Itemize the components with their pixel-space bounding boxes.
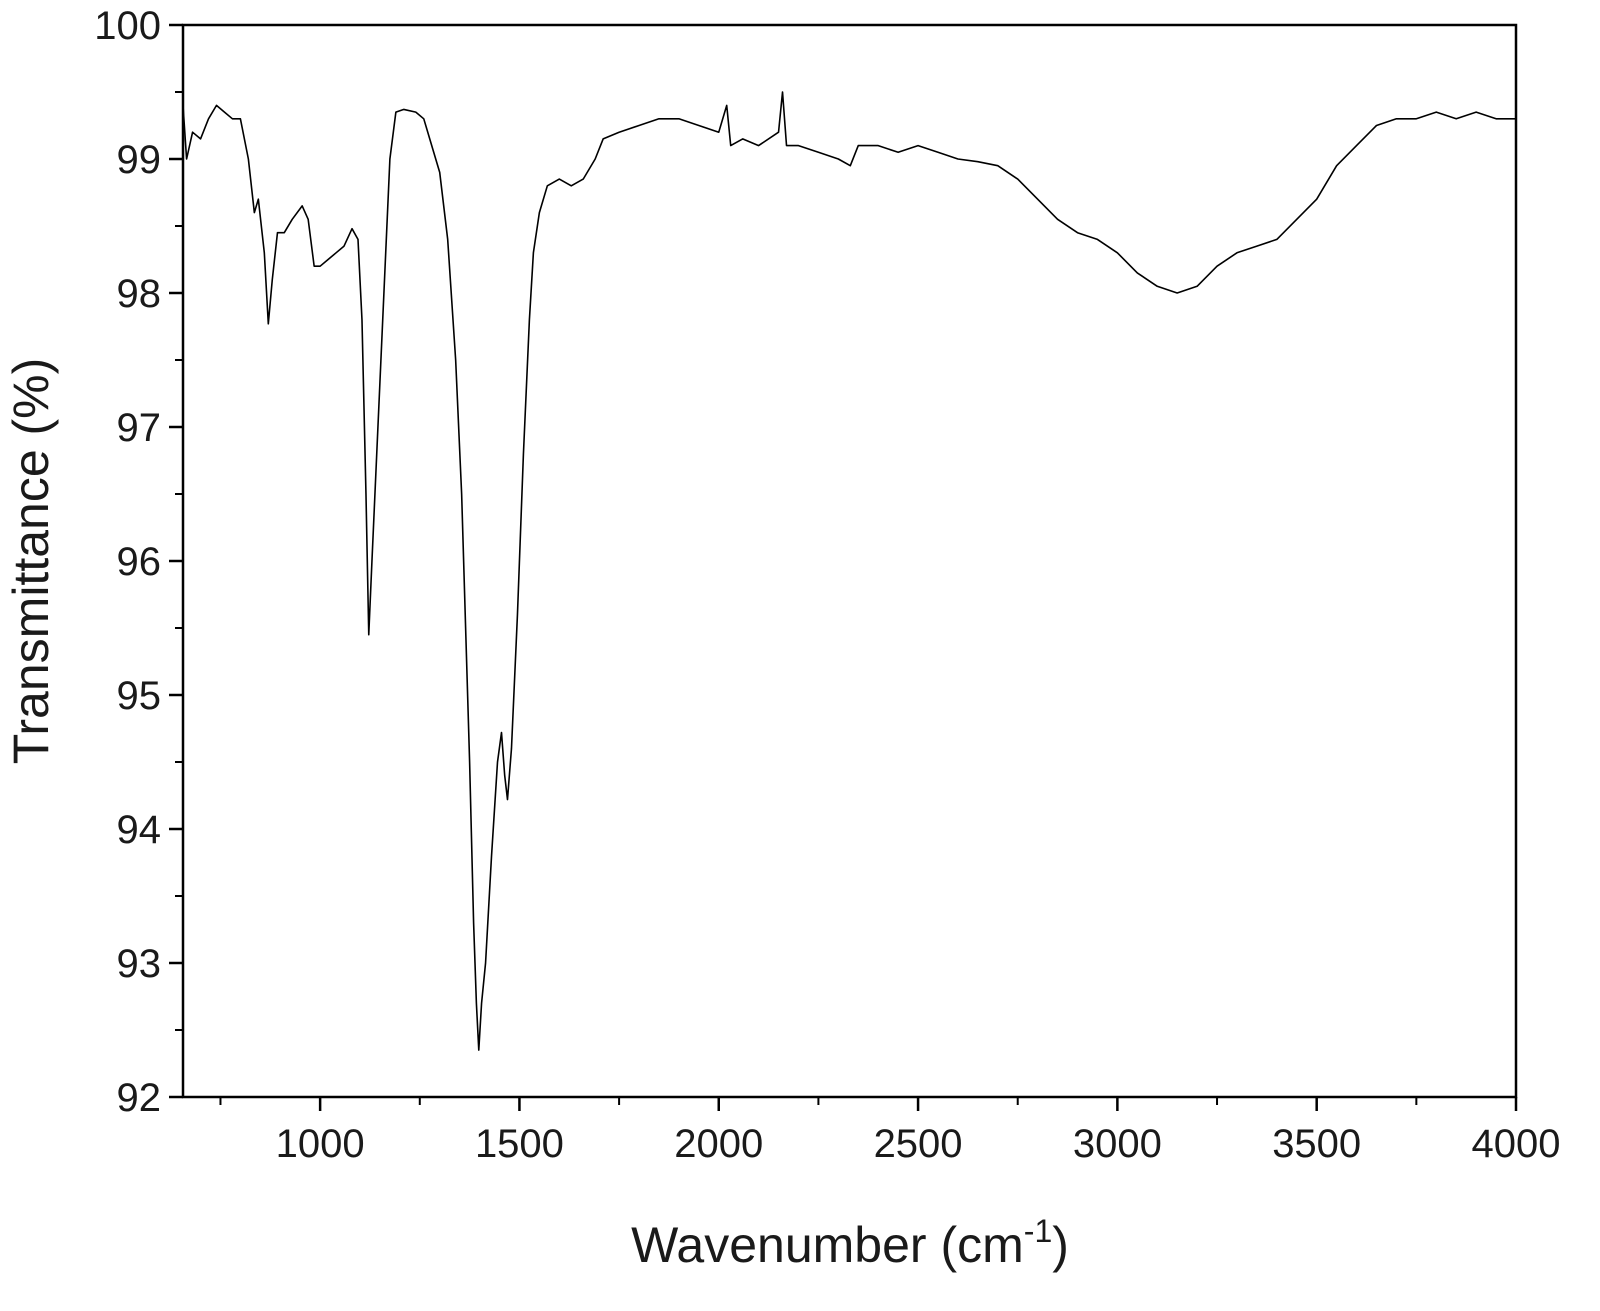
y-tick-label: 95	[117, 674, 162, 718]
y-tick-label: 97	[117, 406, 162, 450]
x-tick-label: 2500	[874, 1122, 963, 1166]
x-tick-label: 2000	[674, 1122, 763, 1166]
x-tick-label: 1500	[475, 1122, 564, 1166]
x-axis-label-close: )	[1052, 1217, 1069, 1273]
x-axis-label-text: Wavenumber (cm	[631, 1217, 1024, 1273]
x-tick-label: 1000	[276, 1122, 365, 1166]
y-tick-label: 96	[117, 540, 162, 584]
y-tick-label: 93	[117, 942, 162, 986]
y-axis-label: Transmittance (%)	[3, 358, 59, 765]
x-tick-label: 3500	[1272, 1122, 1361, 1166]
x-axis-label-superscript: -1	[1024, 1213, 1052, 1249]
y-tick-label: 92	[117, 1076, 162, 1120]
y-tick-label: 98	[117, 272, 162, 316]
y-tick-label: 100	[94, 4, 161, 48]
y-tick-label: 99	[117, 138, 162, 182]
plot-frame	[181, 23, 1518, 1099]
x-tick-label: 3000	[1073, 1122, 1162, 1166]
y-tick-label: 94	[117, 808, 162, 852]
x-axis-label: Wavenumber (cm-1)	[631, 1213, 1069, 1273]
x-tick-label: 4000	[1472, 1122, 1561, 1166]
spectrum-line	[182, 91, 1516, 1051]
